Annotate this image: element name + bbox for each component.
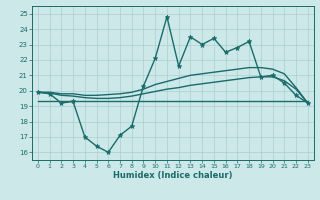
X-axis label: Humidex (Indice chaleur): Humidex (Indice chaleur) (113, 171, 233, 180)
